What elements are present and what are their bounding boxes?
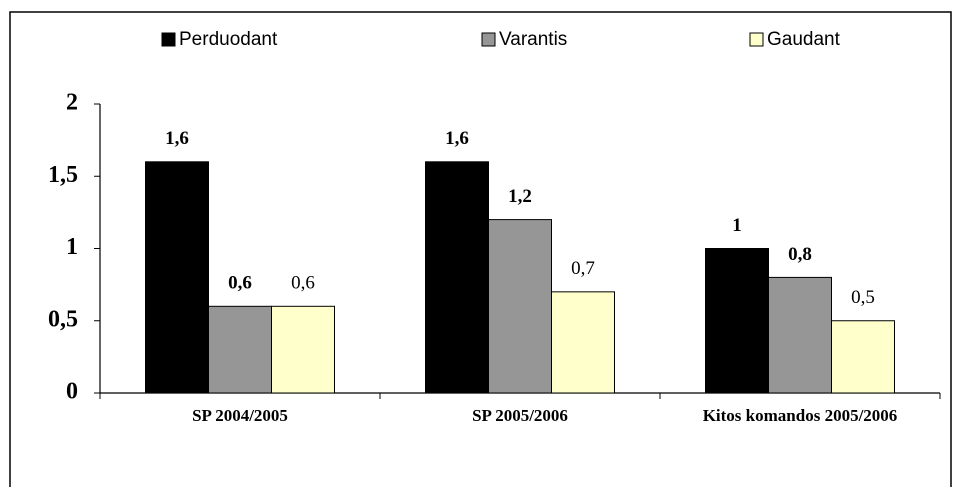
bar: [831, 320, 895, 394]
value-label: 0,6: [291, 273, 315, 294]
bar: [705, 248, 769, 394]
legend-swatch: [481, 32, 496, 47]
y-tick-label: 0: [66, 379, 78, 405]
bar: [488, 219, 552, 394]
bar: [271, 305, 335, 394]
value-label: 1,2: [508, 186, 532, 207]
bar: [551, 291, 615, 394]
value-label: 0,6: [228, 273, 252, 294]
value-label: 0,8: [788, 244, 812, 265]
value-label: 0,7: [571, 258, 595, 279]
bar: [768, 276, 832, 394]
legend-swatch: [161, 32, 176, 47]
bar: [425, 161, 489, 394]
legend-label: Perduodant: [179, 29, 278, 50]
x-tick-label: SP 2004/2005: [192, 406, 288, 425]
legend-swatch: [749, 32, 764, 47]
legend-label: Gaudant: [767, 29, 841, 50]
legend-label: Varantis: [499, 29, 567, 50]
y-tick-label: 1: [66, 234, 78, 260]
bar: [145, 161, 209, 394]
x-tick-label: Kitos komandos 2005/2006: [702, 406, 898, 425]
value-label: 1: [732, 215, 742, 236]
bar: [208, 305, 272, 394]
value-label: 1,6: [165, 128, 189, 149]
y-tick-label: 0,5: [48, 306, 78, 332]
y-tick-label: 1,5: [48, 162, 78, 188]
value-label: 0,5: [851, 287, 875, 308]
y-tick-label: 2: [66, 90, 78, 116]
value-label: 1,6: [445, 128, 469, 149]
x-tick-label: SP 2005/2006: [472, 406, 568, 425]
